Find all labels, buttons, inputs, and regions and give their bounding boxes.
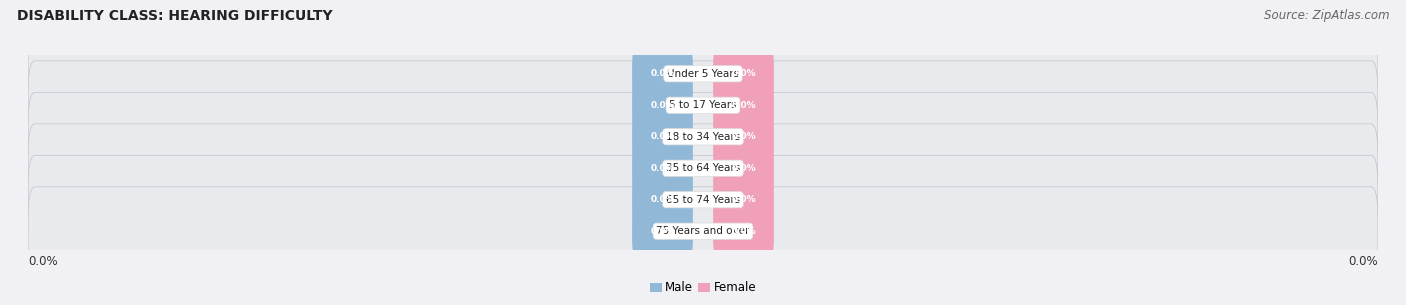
Text: 35 to 64 Years: 35 to 64 Years: [666, 163, 740, 173]
FancyBboxPatch shape: [28, 61, 1378, 150]
FancyBboxPatch shape: [28, 29, 1378, 118]
FancyBboxPatch shape: [713, 207, 773, 256]
Text: 0.0%: 0.0%: [650, 164, 675, 173]
Text: 0.0%: 0.0%: [1348, 255, 1378, 268]
FancyBboxPatch shape: [713, 49, 773, 98]
Text: DISABILITY CLASS: HEARING DIFFICULTY: DISABILITY CLASS: HEARING DIFFICULTY: [17, 9, 332, 23]
Text: 0.0%: 0.0%: [650, 227, 675, 236]
FancyBboxPatch shape: [28, 155, 1378, 244]
FancyBboxPatch shape: [713, 175, 773, 224]
FancyBboxPatch shape: [633, 112, 693, 161]
Text: 18 to 34 Years: 18 to 34 Years: [666, 132, 740, 142]
Text: 5 to 17 Years: 5 to 17 Years: [669, 100, 737, 110]
FancyBboxPatch shape: [633, 81, 693, 130]
Text: Under 5 Years: Under 5 Years: [666, 69, 740, 79]
Text: 0.0%: 0.0%: [650, 69, 675, 78]
FancyBboxPatch shape: [633, 207, 693, 256]
Text: 0.0%: 0.0%: [650, 101, 675, 110]
Text: 65 to 74 Years: 65 to 74 Years: [666, 195, 740, 205]
Text: Source: ZipAtlas.com: Source: ZipAtlas.com: [1264, 9, 1389, 22]
FancyBboxPatch shape: [713, 144, 773, 193]
FancyBboxPatch shape: [713, 81, 773, 130]
FancyBboxPatch shape: [633, 175, 693, 224]
FancyBboxPatch shape: [633, 49, 693, 98]
Legend: Male, Female: Male, Female: [645, 276, 761, 299]
FancyBboxPatch shape: [28, 124, 1378, 213]
Text: 0.0%: 0.0%: [731, 195, 756, 204]
FancyBboxPatch shape: [713, 112, 773, 161]
Text: 0.0%: 0.0%: [731, 164, 756, 173]
Text: 75 Years and over: 75 Years and over: [657, 226, 749, 236]
Text: 0.0%: 0.0%: [731, 132, 756, 141]
Text: 0.0%: 0.0%: [731, 69, 756, 78]
Text: 0.0%: 0.0%: [650, 132, 675, 141]
Text: 0.0%: 0.0%: [731, 101, 756, 110]
FancyBboxPatch shape: [28, 92, 1378, 181]
Text: 0.0%: 0.0%: [650, 195, 675, 204]
FancyBboxPatch shape: [633, 144, 693, 193]
Text: 0.0%: 0.0%: [731, 227, 756, 236]
FancyBboxPatch shape: [28, 187, 1378, 276]
Text: 0.0%: 0.0%: [28, 255, 58, 268]
